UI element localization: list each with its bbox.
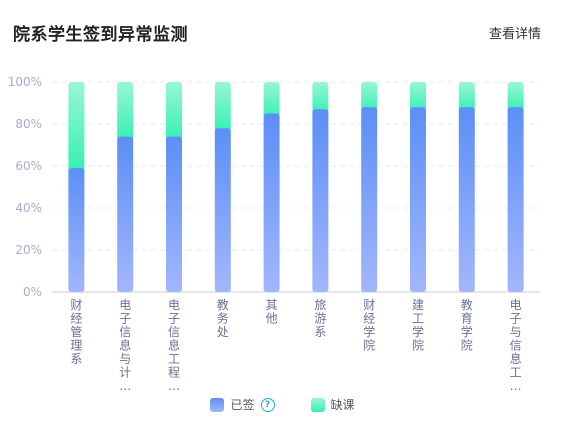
bar-absent[interactable] (312, 82, 329, 114)
bar-signed[interactable] (214, 128, 231, 292)
y-tick-label: 40% (15, 201, 42, 215)
x-tick-label: 电子信息工程… (168, 298, 180, 390)
bar-signed[interactable] (361, 107, 378, 292)
bar-absent[interactable] (117, 82, 134, 141)
bar-absent[interactable] (410, 82, 426, 112)
page-title: 院系学生签到异常监测 (13, 25, 188, 45)
y-tick-label: 60% (15, 159, 42, 173)
view-details-link[interactable]: 查看详情 (488, 27, 541, 42)
legend-label-absent: 缺课 (330, 398, 355, 412)
bar-absent[interactable] (458, 82, 475, 112)
y-tick-label: 20% (15, 243, 42, 257)
bar-absent[interactable] (361, 82, 378, 112)
x-tick-label: 教务处 (217, 297, 229, 339)
bar-absent[interactable] (166, 82, 182, 141)
x-tick-label: 财经管理系 (70, 298, 82, 366)
x-tick-label: 建工学院 (412, 298, 424, 353)
bar-signed[interactable] (68, 168, 85, 292)
y-tick-label: 0% (23, 285, 42, 299)
bar-signed[interactable] (166, 136, 182, 292)
x-tick-label: 旅游系 (314, 298, 326, 339)
x-tick-label: 电子信息与计… (119, 298, 131, 390)
bar-absent[interactable] (214, 82, 231, 133)
bar-absent[interactable] (263, 82, 280, 118)
x-tick-label: 教育学院 (461, 297, 473, 353)
legend-swatch-absent (310, 397, 325, 412)
bar-signed[interactable] (507, 107, 524, 292)
stacked-bar-chart: 0% 20% 40% 60% 80% 100% 财经管理系 电子信息与计… 电子信息工程… 教务… (8, 75, 540, 390)
y-tick-label: 80% (15, 117, 42, 131)
help-icon[interactable]: ? (260, 397, 275, 412)
bar-signed[interactable] (458, 107, 475, 292)
bar-signed[interactable] (263, 113, 280, 293)
legend-swatch-signed (210, 397, 225, 412)
bar-signed[interactable] (117, 136, 134, 292)
legend-item-absent[interactable]: 缺课 (310, 396, 355, 413)
x-tick-label: 电子与信息工… (510, 298, 522, 390)
x-tick-label: 其他 (266, 298, 278, 326)
bar-signed[interactable] (410, 107, 426, 292)
legend-item-signed[interactable]: 已签 ? (210, 396, 275, 413)
bar-absent[interactable] (507, 82, 524, 112)
chart-legend: 已签 ? 缺课 (0, 396, 565, 413)
bar-absent[interactable] (68, 82, 85, 173)
bar-signed[interactable] (312, 109, 329, 292)
y-tick-label: 100% (8, 75, 42, 89)
legend-label-signed: 已签 (230, 398, 255, 412)
x-tick-label: 财经学院 (363, 298, 375, 353)
